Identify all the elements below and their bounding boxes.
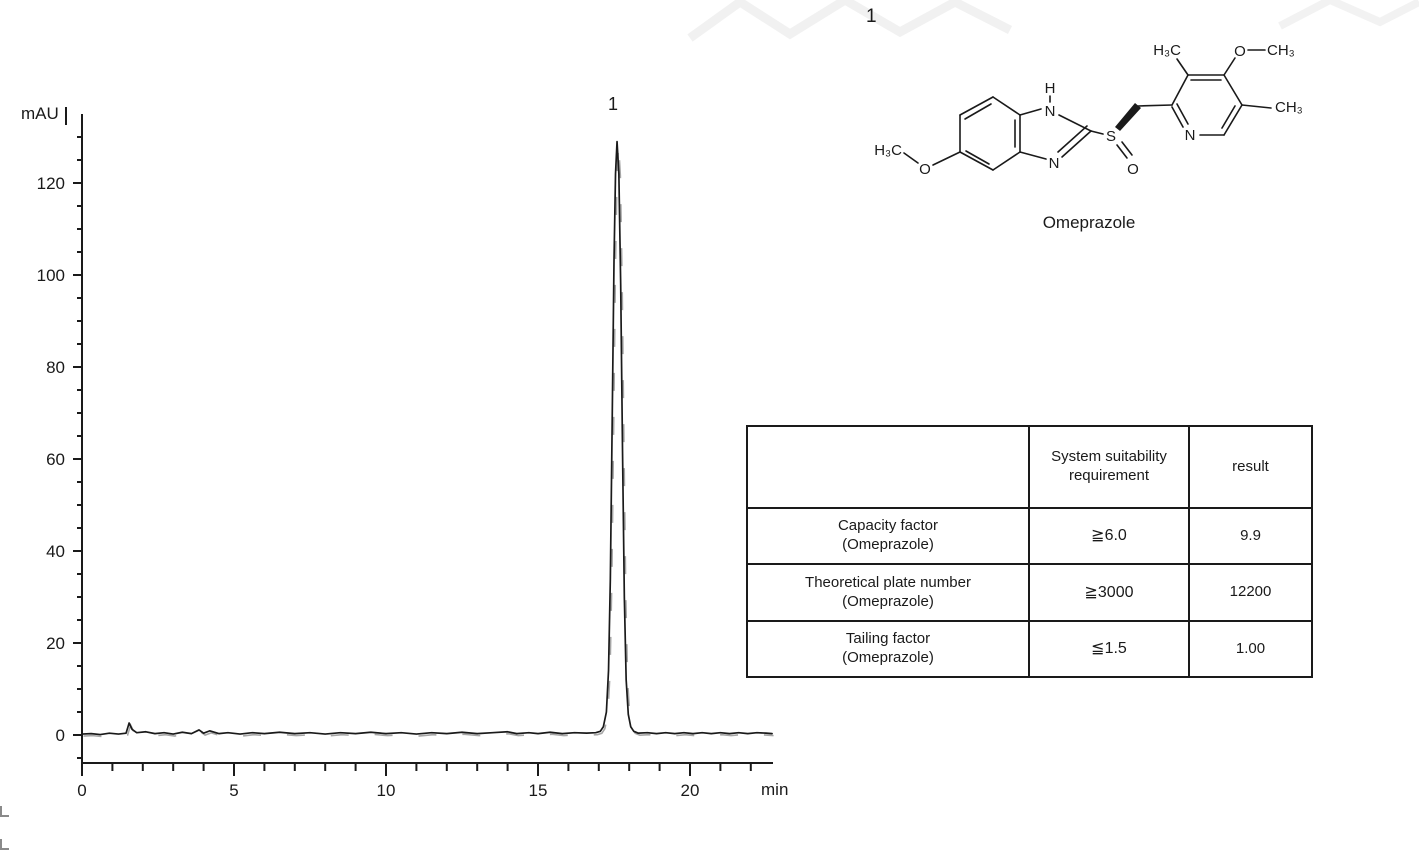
atom-label: O: [919, 161, 931, 178]
parameter-cell: Capacity factor (Omeprazole): [746, 507, 1030, 565]
header-requirement-cell: System suitability requirement: [1028, 425, 1190, 509]
header-result-cell: result: [1188, 425, 1313, 509]
trace-ghost: [83, 143, 774, 738]
parameter-analyte: (Omeprazole): [842, 536, 934, 553]
x-tick-label: 0: [77, 781, 86, 800]
parameter-name: Tailing factor: [845, 630, 931, 648]
atom-label: O: [1127, 161, 1139, 178]
x-axis-unit-label: min: [761, 780, 789, 799]
result-cell: 12200: [1188, 563, 1313, 622]
x-tick-label: 20: [681, 781, 700, 800]
atom-label: S: [1106, 128, 1116, 145]
atom-label: N: [1049, 155, 1060, 172]
x-tick-label: 5: [229, 781, 238, 800]
y-tick-label: 40: [46, 542, 65, 561]
table-row-capacity-factor: Capacity factor (Omeprazole) ≧6.0 9.9: [746, 507, 1313, 565]
atom-label: H: [1045, 80, 1056, 97]
parameter-analyte: (Omeprazole): [842, 592, 934, 610]
scan-artifact-mark: [0, 839, 9, 850]
parameter-cell: Theoretical plate number (Omeprazole): [746, 563, 1030, 622]
result-cell: 1.00: [1188, 620, 1313, 678]
y-tick-label: 60: [46, 450, 65, 469]
y-axis-label: mAU: [21, 104, 59, 123]
scan-watermark: [687, 0, 1419, 42]
system-suitability-table: System suitability requirement result Ca…: [746, 425, 1313, 678]
x-tick-label: 10: [377, 781, 396, 800]
requirement-cell: ≧3000: [1028, 563, 1190, 622]
scan-artifact-mark: [0, 806, 9, 817]
page-item-number: 1: [866, 6, 877, 27]
requirement-cell: ≧6.0: [1028, 507, 1190, 565]
atom-label: N: [1185, 127, 1196, 144]
result-cell: 9.9: [1188, 507, 1313, 565]
parameter-name: Capacity factor: [837, 517, 939, 535]
atom-label: H₃C: [1153, 42, 1181, 59]
y-tick-label: 0: [56, 726, 65, 745]
parameter-name: Theoretical plate number: [805, 573, 971, 591]
atom-label: N: [1045, 103, 1056, 120]
table-row-theoretical-plate: Theoretical plate number (Omeprazole) ≧3…: [746, 563, 1313, 622]
y-tick-label: 80: [46, 358, 65, 377]
atom-label: CH₃: [1267, 42, 1295, 59]
y-axis-cap-mark: [65, 107, 67, 125]
y-tick-label: 20: [46, 634, 65, 653]
table-header-row: System suitability requirement result: [746, 425, 1313, 509]
y-tick-label: 100: [37, 266, 65, 285]
parameter-cell: Tailing factor (Omeprazole): [746, 620, 1030, 678]
y-tick-label: 120: [37, 174, 65, 193]
atom-label: O: [1234, 43, 1246, 60]
table-row-tailing-factor: Tailing factor (Omeprazole) ≦1.5 1.00: [746, 620, 1313, 678]
atom-label: H₃C: [874, 142, 902, 159]
parameter-analyte: (Omeprazole): [842, 649, 934, 666]
structure-caption: Omeprazole: [1042, 213, 1136, 232]
header-empty-cell: [746, 425, 1030, 509]
peak-number-label: 1: [607, 94, 618, 114]
atom-label: CH₃: [1275, 99, 1303, 116]
signal-trace: [81, 140, 773, 736]
requirement-cell: ≦1.5: [1028, 620, 1190, 678]
x-tick-label: 15: [529, 781, 548, 800]
